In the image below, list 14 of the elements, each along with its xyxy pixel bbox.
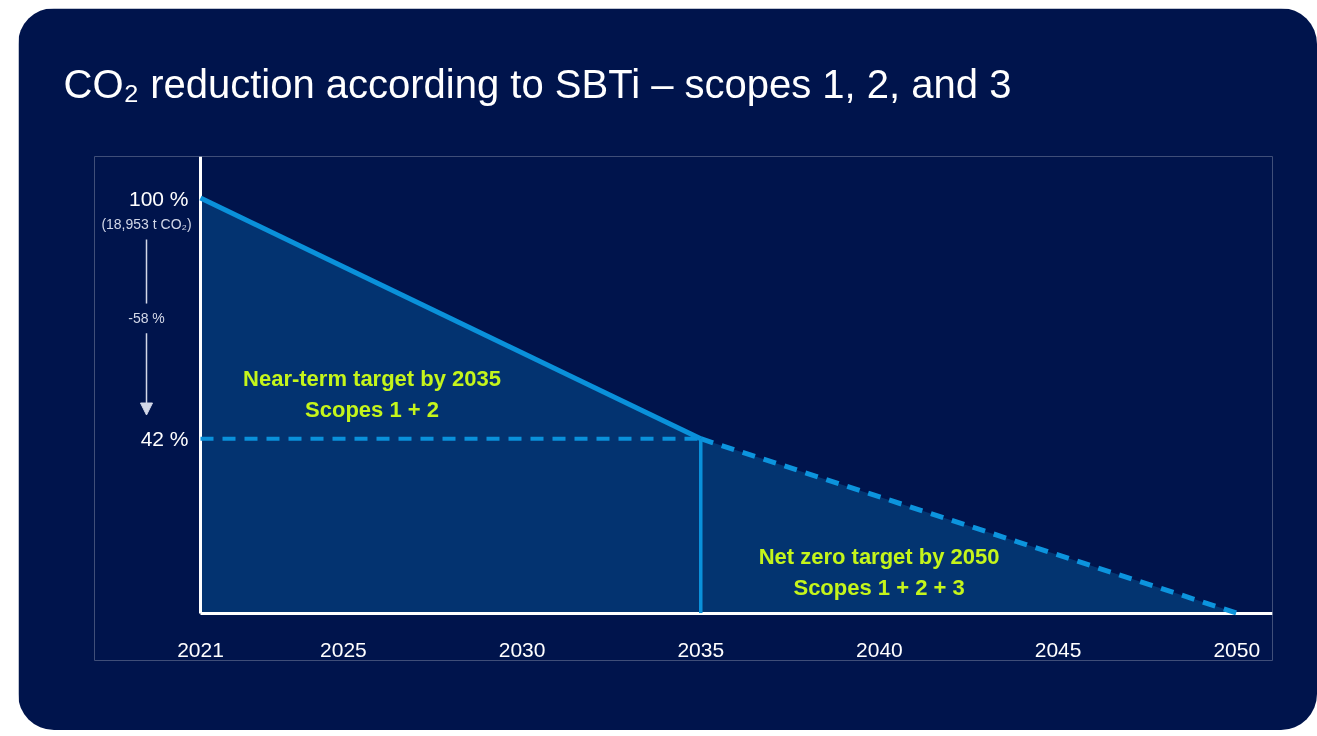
x-tick-label: 2050 [1213,638,1261,662]
text: (18,953 t CO₂) [101,216,192,233]
x-tick-label: 2030 [498,638,546,662]
x-tick-label: 2035 [677,638,725,662]
x-tick-label: 2021 [177,638,224,662]
x-tick-label: 2045 [1034,638,1082,662]
y-tick-label: 42 % [140,427,189,451]
annotation: Net zero target by 2050 Scopes 1 + 2 + 3 [758,543,1000,601]
annotation: Near-term target by 2035 Scopes 1 + 2 [243,365,502,423]
y-tick-label: 100 % [128,186,189,210]
x-tick-label: 2025 [320,638,367,662]
text: -58 % [128,310,165,327]
chart-title: CO₂ reduction according to SBTi – scopes 1, 2, and 3 [63,61,1012,106]
x-tick-label: 2040 [856,638,903,662]
